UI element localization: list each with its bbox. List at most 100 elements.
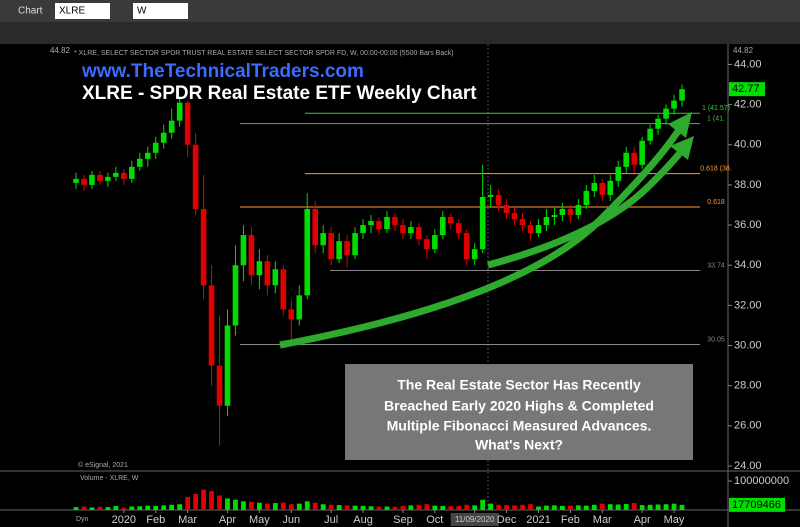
volume-header: Volume - XLRE, W [80,475,139,482]
candle-body [232,265,239,326]
candle-body [280,269,287,310]
candle-body [176,102,183,121]
candle-body [352,233,358,256]
candle-body [416,227,422,240]
volume-bar [169,504,175,510]
volume-bar [631,503,637,510]
x-tick-label: 2020 [112,514,136,526]
candle-body [647,128,653,141]
volume-bar [575,505,581,510]
candle-body [184,102,191,145]
volume-bar [400,505,406,510]
candle-body [192,144,199,210]
candle-body [463,233,470,260]
candle-body [400,225,406,234]
volume-bar [249,501,254,510]
candle-body [607,180,614,195]
candle-body [527,225,534,234]
arrows [279,112,694,349]
volume-bar [137,506,143,510]
volume-bar [504,505,509,510]
candle-body [264,261,271,286]
volume-bar [448,506,454,510]
y-tick-label: 24.00 [734,460,762,472]
candle-body [256,261,263,276]
y-tick-label: 36.00 [734,219,762,231]
volume-bar [496,504,502,510]
fib-label: 30.05 [707,336,725,343]
x-tick-label: Mar [593,514,612,526]
candle-body [559,209,566,216]
fib-label: 0.618 (38. [700,166,732,173]
candle-body [543,217,550,226]
volume-bar [647,504,653,510]
interval[interactable]: W [137,6,147,17]
callout-line: What's Next? [475,437,563,453]
candle-body [384,217,390,230]
candle-body [567,209,574,216]
volume-bar [153,505,159,510]
candle-body [304,209,311,296]
y-tick-label: 38.00 [734,179,762,191]
volume-bar [376,506,382,510]
arrow [279,126,683,349]
candle-body [328,233,334,260]
candle-body [344,241,350,256]
volume-bar [591,504,597,510]
volume-bar [328,504,334,510]
y-tick-label: 42.00 [734,99,762,111]
candle-body [519,219,526,226]
volume-bar [304,501,310,510]
candle-body [631,152,637,165]
candle-body [663,108,669,119]
callout-line: Multiple Fibonacci Measured Advances. [387,418,652,434]
volume-bar [105,507,111,510]
volume-bar [671,503,677,510]
candle-body [121,172,127,179]
volume-bar [145,505,151,510]
candle-body [440,217,446,236]
candle-body [200,209,207,286]
candle-body [447,217,454,224]
candle-body [81,178,87,185]
y-tick-label: 40.00 [734,139,762,151]
corner-label: Dyn [76,516,89,523]
volume-bar [528,504,533,510]
volume-bar [344,505,350,510]
volume-bar [193,494,198,510]
candle-body [320,233,326,246]
x-tick-label: Jul [324,514,338,526]
x-tick-label: Apr [634,514,651,526]
chart-header: * XLRE, SELECT SECTOR SPDR TRUST REAL ES… [74,50,454,57]
y-tick-label: 34.00 [734,259,762,271]
candle-body [129,166,135,179]
candle-body [368,221,374,226]
candle-body [272,269,279,286]
volume-bar [424,504,430,510]
volume-bar [185,496,191,510]
volume-bar [280,502,286,510]
x-tick-label: Mar [178,514,197,526]
candle-body [144,152,151,159]
symbol[interactable]: XLRE [59,6,85,17]
volume-bar [663,504,669,510]
chart-tab[interactable]: Chart [18,6,43,17]
last-price: 42.77 [732,83,760,95]
drawing-toolbar [0,22,800,44]
volume-bar [544,505,549,510]
interval-box[interactable] [133,3,188,19]
candle-body [208,285,215,366]
candle-body [551,215,558,218]
candle-body [471,249,478,260]
volume-bar [384,506,390,510]
volume-bar [296,503,302,510]
fib-label: 33.74 [707,262,725,269]
symbol-box[interactable] [55,3,110,19]
x-tick-label: Feb [561,514,580,526]
volume-bar [177,504,183,510]
volume-bar [264,503,270,510]
x-tick-label: Jun [282,514,300,526]
volume-bar [312,502,318,510]
volume-bar [320,504,326,510]
candle-body [97,174,103,181]
